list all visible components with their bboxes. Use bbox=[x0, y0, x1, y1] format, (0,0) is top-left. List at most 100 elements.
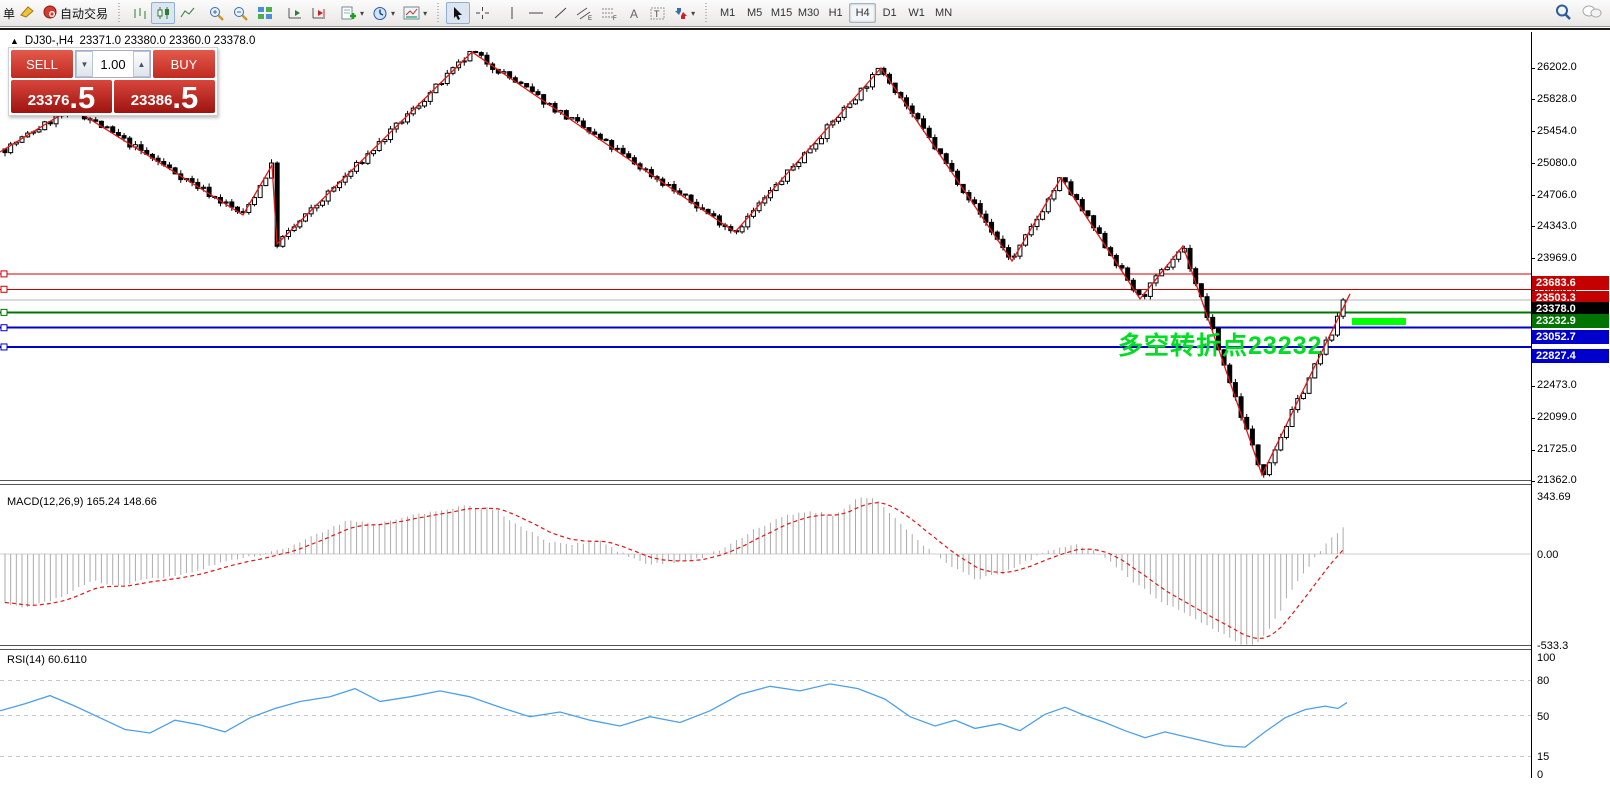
chart-shift-button[interactable] bbox=[307, 2, 331, 24]
text-button[interactable]: A bbox=[622, 2, 646, 24]
timeframe-button-m5[interactable]: M5 bbox=[746, 7, 763, 19]
axis-tick-label: 100 bbox=[1537, 652, 1556, 664]
vertical-line-button[interactable] bbox=[500, 2, 524, 24]
level-anchor[interactable] bbox=[0, 285, 8, 293]
axis-tick-label: 26202.0 bbox=[1537, 61, 1577, 73]
axis-tick-label: 0.00 bbox=[1537, 549, 1559, 561]
timeframe-button-h4[interactable]: H4 bbox=[849, 3, 877, 23]
level-anchor[interactable] bbox=[0, 343, 8, 351]
rsi-pane[interactable] bbox=[0, 650, 1531, 774]
sell-price-big: .5 bbox=[69, 79, 96, 115]
macd-pane[interactable] bbox=[0, 486, 1531, 645]
axis-tick-label: 24343.0 bbox=[1537, 219, 1577, 232]
macd-histogram bbox=[4, 497, 1344, 645]
crosshair-button[interactable] bbox=[470, 2, 494, 24]
auto-scroll-button[interactable] bbox=[283, 2, 307, 24]
trendline-button[interactable] bbox=[548, 2, 572, 24]
templates-button[interactable]: ▾ bbox=[399, 2, 431, 24]
symbol-period-label: DJ30-,H4 bbox=[24, 35, 74, 47]
axis-tick bbox=[1531, 417, 1535, 419]
volume-up-button[interactable]: ▲ bbox=[133, 51, 150, 77]
price-tag: 23232.9 bbox=[1532, 314, 1609, 329]
axis-tick-label: 343.69 bbox=[1537, 490, 1571, 503]
candlestick-chart-button[interactable] bbox=[151, 2, 176, 24]
level-anchor[interactable] bbox=[0, 270, 8, 278]
autotrading-icon bbox=[43, 5, 58, 22]
timeframe-button-w1[interactable]: W1 bbox=[908, 7, 925, 19]
chart-type-group bbox=[124, 0, 202, 27]
bar-chart-button[interactable] bbox=[127, 2, 151, 24]
highlighter-icon bbox=[19, 5, 35, 22]
chat-icon[interactable] bbox=[1582, 4, 1602, 23]
macd-label: MACD(12,26,9) 165.24 148.66 bbox=[7, 496, 157, 508]
timeframe-button-m30[interactable]: M30 bbox=[797, 7, 820, 19]
chart-annotation[interactable]: 多空转折点23232 bbox=[1118, 332, 1323, 360]
pane-splitter-2[interactable] bbox=[0, 645, 1531, 650]
timeframe-button-h1[interactable]: H1 bbox=[828, 7, 843, 19]
toolbar-drag-handle[interactable] bbox=[117, 3, 123, 23]
autotrading-button[interactable]: 自动交易 bbox=[39, 2, 112, 24]
ohlc-values: 23371.0 23380.0 23360.0 23378.0 bbox=[79, 35, 256, 47]
cursor-button[interactable] bbox=[446, 2, 471, 24]
axis-tick-label: 23969.0 bbox=[1537, 251, 1577, 264]
volume-down-button[interactable]: ▼ bbox=[76, 51, 93, 77]
axis-tick bbox=[1531, 385, 1535, 387]
highlight-trend-segment[interactable] bbox=[1352, 318, 1406, 325]
pane-splitter-1[interactable] bbox=[0, 480, 1531, 485]
price-tag: 23378.0 bbox=[1532, 301, 1609, 316]
sell-button[interactable]: SELL bbox=[11, 50, 73, 78]
level-anchor[interactable] bbox=[0, 308, 8, 316]
timeframe-button-d1[interactable]: D1 bbox=[882, 7, 897, 19]
level-anchor[interactable] bbox=[0, 324, 8, 332]
highlight-button[interactable] bbox=[15, 2, 39, 24]
line-chart-button[interactable] bbox=[175, 2, 199, 24]
axis-tick bbox=[1531, 258, 1535, 260]
axis-tick-label: 15 bbox=[1537, 751, 1550, 764]
chart-window: ▲ DJ30-,H4 23371.0 23380.0 23360.0 23378… bbox=[0, 28, 1610, 794]
price-tag: 23683.6 bbox=[1532, 275, 1609, 290]
axis-tick bbox=[1531, 99, 1535, 101]
arrows-button[interactable]: ▾ bbox=[670, 2, 699, 24]
search-icon[interactable] bbox=[1555, 4, 1572, 23]
fibonacci-button[interactable]: F bbox=[597, 2, 622, 24]
axis-tick-label: 22473.0 bbox=[1537, 379, 1577, 392]
text-label-button[interactable]: T bbox=[646, 2, 670, 24]
indicators-button[interactable]: ▾ bbox=[337, 2, 368, 24]
timeframe-button-mn[interactable]: MN bbox=[935, 7, 953, 19]
zoom-out-button[interactable] bbox=[229, 2, 253, 24]
horizontal-line-button[interactable] bbox=[524, 2, 548, 24]
scroll-group bbox=[280, 0, 334, 27]
timeframe-button-m15[interactable]: M15 bbox=[770, 7, 793, 19]
equidistant-channel-button[interactable]: E bbox=[572, 2, 597, 24]
periods-caret-icon: ▾ bbox=[391, 8, 396, 18]
rsi-line bbox=[0, 683, 1348, 748]
zigzag-line[interactable] bbox=[0, 51, 1351, 477]
axis-tick bbox=[1531, 195, 1535, 197]
sell-price-display[interactable]: 23376 .5 bbox=[11, 80, 112, 113]
buy-button[interactable]: BUY bbox=[153, 50, 215, 78]
timeframe-button-m1[interactable]: M1 bbox=[719, 7, 736, 19]
axis-tick-label: 22099.0 bbox=[1537, 411, 1577, 424]
toolbar-drag-handle-3[interactable] bbox=[704, 3, 710, 23]
zoom-in-button[interactable] bbox=[205, 2, 229, 24]
buy-price-small: 23386 bbox=[130, 91, 173, 109]
collapse-triangle-icon[interactable]: ▲ bbox=[10, 36, 19, 46]
zoom-group bbox=[202, 0, 280, 27]
tile-windows-button[interactable] bbox=[253, 2, 277, 24]
chart-title: ▲ DJ30-,H4 23371.0 23380.0 23360.0 23378… bbox=[10, 35, 255, 47]
top-toolbar: 单 自动交易 bbox=[0, 0, 1610, 27]
price-pane[interactable] bbox=[0, 32, 1531, 480]
price-axis-border bbox=[1531, 32, 1532, 778]
new-order-button[interactable]: 单 bbox=[3, 6, 16, 21]
templates-caret-icon: ▾ bbox=[423, 8, 428, 18]
order-group: 单 自动交易 bbox=[0, 0, 115, 27]
buy-price-display[interactable]: 23386 .5 bbox=[114, 80, 215, 113]
axis-tick-label: 25454.0 bbox=[1537, 124, 1577, 137]
axis-tick-label: 24706.0 bbox=[1537, 188, 1577, 201]
volume-input[interactable]: 1.00 bbox=[100, 56, 126, 72]
periods-button[interactable]: ▾ bbox=[368, 2, 399, 24]
volume-spinner: ▼ 1.00 ▲ bbox=[75, 50, 151, 78]
axis-tick-label: 0 bbox=[1537, 769, 1544, 781]
svg-text:T: T bbox=[654, 9, 660, 19]
toolbar-drag-handle-2[interactable] bbox=[436, 3, 442, 23]
